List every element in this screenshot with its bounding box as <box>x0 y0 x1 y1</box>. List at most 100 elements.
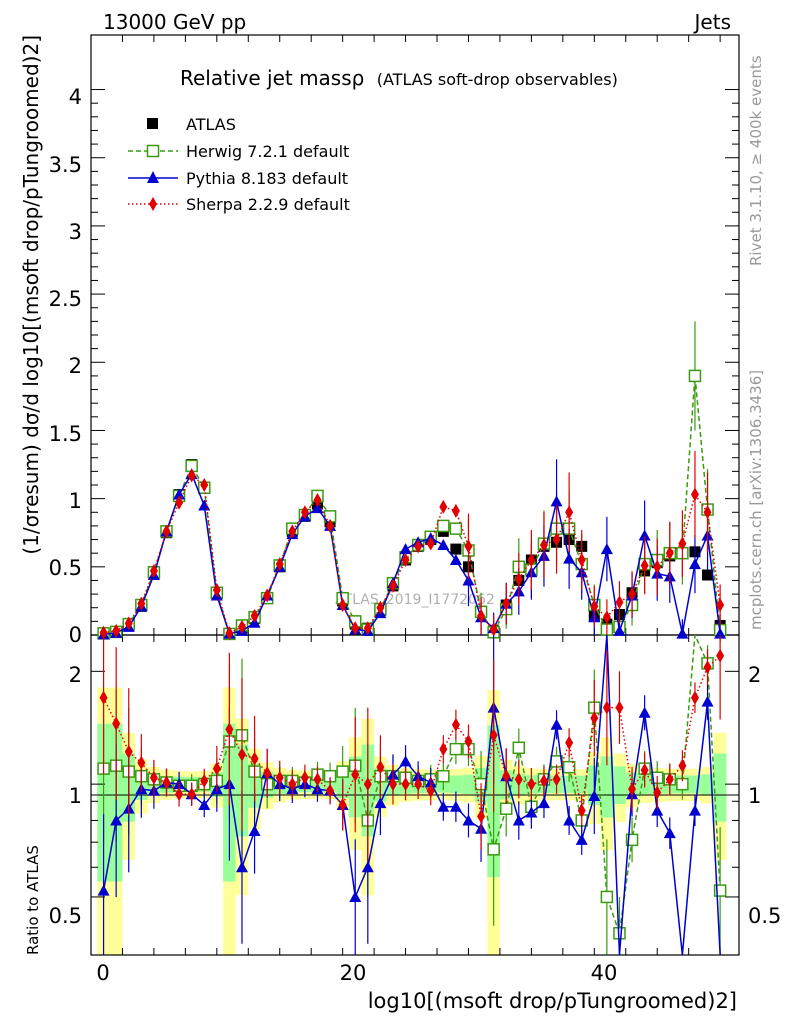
x-tick-0: 0 <box>96 961 109 985</box>
mcplots-label: mcplots.cern.ch [arXiv:1306.3436] <box>747 370 765 630</box>
point-sherpa-43 <box>640 558 649 573</box>
band-green-49 <box>713 753 727 822</box>
point-herwig-47 <box>688 369 702 383</box>
ratio-point-herwig-19 <box>336 765 349 778</box>
point-sherpa-26 <box>426 536 435 551</box>
ratio-point-herwig-27 <box>437 769 450 783</box>
point-sherpa-46 <box>678 536 687 551</box>
ratio-point-herwig-37 <box>562 760 576 774</box>
ratio-point-sherpa-27 <box>439 742 448 757</box>
ratio-point-sherpa-17 <box>313 772 322 787</box>
point-sherpa-38 <box>577 553 586 567</box>
legend-marker-pythia <box>147 171 159 183</box>
point-sherpa-34 <box>527 553 536 567</box>
ratio-point-sherpa-47 <box>690 690 699 705</box>
legend-label-sherpa: Sherpa 2.2.9 default <box>186 195 350 214</box>
point-pythia-24 <box>399 543 412 555</box>
point-sherpa-36 <box>552 532 561 547</box>
main-y-tick-2: 2 <box>69 354 82 378</box>
point-sherpa-13 <box>263 588 272 603</box>
rivet-version-label: Rivet 3.1.10, ≥ 400k events <box>747 55 765 266</box>
ratio-point-sherpa-12 <box>250 751 259 766</box>
ratio-point-pythia-27 <box>437 800 450 812</box>
ratio-point-herwig-40 <box>600 890 614 904</box>
ratio-point-sherpa-49 <box>716 648 725 663</box>
line-pythia <box>103 472 721 636</box>
point-sherpa-29 <box>464 539 473 554</box>
x-axis-title: log10[(msoft drop/pTungroomed)2] <box>368 989 737 1013</box>
band-green-29 <box>462 774 475 795</box>
ratio-point-herwig-42 <box>625 833 639 847</box>
ratio-point-sherpa-24 <box>401 777 410 792</box>
point-sherpa-15 <box>288 524 297 539</box>
ratio-point-sherpa-44 <box>653 785 662 800</box>
point-sherpa-1 <box>112 623 121 638</box>
ratio-point-sherpa-3 <box>137 755 146 770</box>
point-sherpa-42 <box>628 587 637 602</box>
point-sherpa-49 <box>716 598 725 612</box>
ratio-point-pythia-28 <box>449 800 462 812</box>
ratio-point-sherpa-6 <box>175 787 184 802</box>
ratio-point-sherpa-41 <box>615 700 624 715</box>
ratio-point-pythia-1 <box>110 814 123 826</box>
ratio-tick-right-2: 2 <box>748 663 761 687</box>
main-y-axis-title: (1/σresum) dσ/d log10[(msoft drop/pTungr… <box>19 35 43 555</box>
point-sherpa-30 <box>477 608 486 623</box>
ratio-point-sherpa-23 <box>388 777 397 792</box>
point-sherpa-48 <box>703 505 712 520</box>
point-sherpa-9 <box>212 583 221 597</box>
ratio-point-sherpa-28 <box>451 717 460 732</box>
analysis-watermark: ATLAS_2019_I1772062 <box>335 592 495 608</box>
point-sherpa-18 <box>326 518 335 533</box>
ratio-point-sherpa-15 <box>288 777 297 792</box>
legend-title: Relative jet massρ (ATLAS soft-drop obse… <box>180 66 618 90</box>
point-sherpa-0 <box>99 625 108 640</box>
band-green-40 <box>600 756 614 818</box>
point-sherpa-37 <box>565 505 574 520</box>
ratio-point-sherpa-0 <box>99 690 108 705</box>
point-sherpa-39 <box>590 599 599 614</box>
ratio-point-sherpa-18 <box>326 783 335 798</box>
point-sherpa-35 <box>539 538 548 552</box>
ratio-point-pythia-8 <box>198 798 211 810</box>
ratio-point-pythia-36 <box>550 718 563 730</box>
ratio-point-herwig-28 <box>449 742 463 756</box>
ratio-point-sherpa-20 <box>351 767 360 782</box>
main-y-tick-3: 3 <box>69 220 82 244</box>
ratio-point-sherpa-46 <box>678 758 687 773</box>
point-sherpa-23 <box>388 578 397 593</box>
ratio-point-sherpa-39 <box>590 711 599 726</box>
ratio-point-sherpa-31 <box>489 728 498 743</box>
ratio-point-sherpa-38 <box>577 803 586 818</box>
point-pythia-17 <box>311 502 324 514</box>
ratio-tick-left-2: 2 <box>69 663 82 687</box>
ratio-point-pythia-22 <box>374 797 387 809</box>
point-herwig-27 <box>437 519 450 533</box>
ratio-point-pythia-45 <box>663 827 676 839</box>
point-pythia-41 <box>613 624 626 636</box>
point-atlas-48 <box>702 569 714 581</box>
point-sherpa-16 <box>300 505 309 520</box>
ratio-point-pythia-44 <box>651 804 664 816</box>
ratio-point-pythia-29 <box>462 814 475 826</box>
main-series-group <box>97 321 727 641</box>
legend-title-main: Relative jet massρ <box>180 66 364 90</box>
main-y-tick-4: 4 <box>69 85 82 109</box>
ratio-series-group <box>97 634 727 956</box>
legend-marker-herwig <box>146 144 160 158</box>
ratio-point-pythia-0 <box>97 884 110 896</box>
ratio-point-sherpa-37 <box>565 735 574 750</box>
main-y-tick-2.5: 2.5 <box>49 287 82 311</box>
main-y-tick-0: 0 <box>69 623 82 647</box>
ratio-point-pythia-35 <box>537 797 550 809</box>
axis-ticks <box>90 35 739 955</box>
point-pythia-47 <box>688 558 701 570</box>
point-sherpa-47 <box>690 487 699 502</box>
point-pythia-37 <box>563 552 576 564</box>
ratio-point-pythia-33 <box>512 814 525 826</box>
ratio-point-sherpa-29 <box>464 734 473 749</box>
point-atlas-28 <box>450 543 462 555</box>
ratio-point-sherpa-25 <box>414 777 423 792</box>
ratio-point-pythia-24 <box>399 755 412 767</box>
